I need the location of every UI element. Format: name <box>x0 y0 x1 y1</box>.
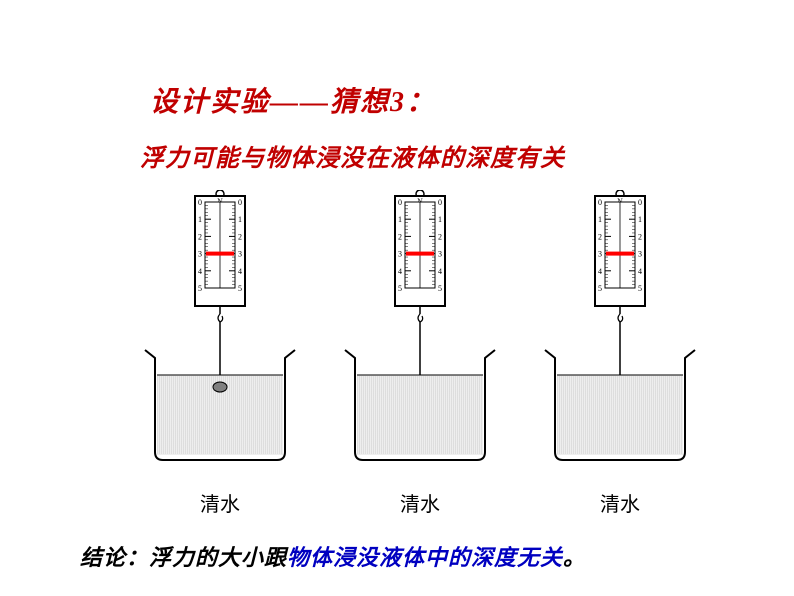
svg-text:3: 3 <box>598 250 602 259</box>
conclusion-prefix: 结论：浮力的大小跟 <box>80 545 287 570</box>
svg-text:2: 2 <box>198 232 202 241</box>
svg-text:1: 1 <box>238 215 242 224</box>
svg-text:2: 2 <box>398 232 402 241</box>
svg-text:4: 4 <box>598 267 602 276</box>
svg-text:5: 5 <box>198 284 202 293</box>
apparatus-3: N001122334455 <box>540 190 700 480</box>
svg-text:4: 4 <box>438 267 442 276</box>
page-title: 设计实验——猜想3： <box>150 80 436 120</box>
svg-text:1: 1 <box>198 215 202 224</box>
subtitle: 浮力可能与物体浸没在液体的深度有关 <box>140 138 565 173</box>
svg-text:5: 5 <box>398 284 402 293</box>
conclusion-suffix: 。 <box>563 545 586 570</box>
beaker-label-1: 清水 <box>200 488 240 517</box>
svg-text:5: 5 <box>598 284 602 293</box>
svg-text:1: 1 <box>438 215 442 224</box>
conclusion-highlight: 物体浸没液体中的深度无关 <box>287 545 563 570</box>
svg-text:2: 2 <box>638 232 642 241</box>
svg-text:0: 0 <box>438 198 442 207</box>
svg-text:0: 0 <box>238 198 242 207</box>
svg-text:4: 4 <box>638 267 642 276</box>
svg-text:3: 3 <box>438 250 442 259</box>
apparatus-1: N001122334455 <box>140 190 300 480</box>
svg-text:0: 0 <box>638 198 642 207</box>
svg-text:3: 3 <box>238 250 242 259</box>
experiments-row: N001122334455 清水 N001122334455 清水 N00112… <box>140 190 700 517</box>
svg-text:1: 1 <box>598 215 602 224</box>
svg-text:0: 0 <box>598 198 602 207</box>
svg-text:0: 0 <box>198 198 202 207</box>
svg-text:2: 2 <box>438 232 442 241</box>
svg-text:3: 3 <box>398 250 402 259</box>
svg-text:4: 4 <box>198 267 202 276</box>
svg-text:1: 1 <box>638 215 642 224</box>
conclusion-line: 结论：浮力的大小跟物体浸没液体中的深度无关。 <box>80 540 586 572</box>
beaker-label-3: 清水 <box>600 488 640 517</box>
svg-text:3: 3 <box>638 250 642 259</box>
svg-text:4: 4 <box>238 267 242 276</box>
svg-text:1: 1 <box>398 215 402 224</box>
apparatus-2: N001122334455 <box>340 190 500 480</box>
svg-text:5: 5 <box>238 284 242 293</box>
experiment-2: N001122334455 清水 <box>340 190 500 517</box>
svg-text:5: 5 <box>438 284 442 293</box>
svg-text:0: 0 <box>398 198 402 207</box>
svg-text:2: 2 <box>598 232 602 241</box>
svg-text:4: 4 <box>398 267 402 276</box>
beaker-label-2: 清水 <box>400 488 440 517</box>
experiment-3: N001122334455 清水 <box>540 190 700 517</box>
svg-text:5: 5 <box>638 284 642 293</box>
svg-text:3: 3 <box>198 250 202 259</box>
svg-text:2: 2 <box>238 232 242 241</box>
experiment-1: N001122334455 清水 <box>140 190 300 517</box>
